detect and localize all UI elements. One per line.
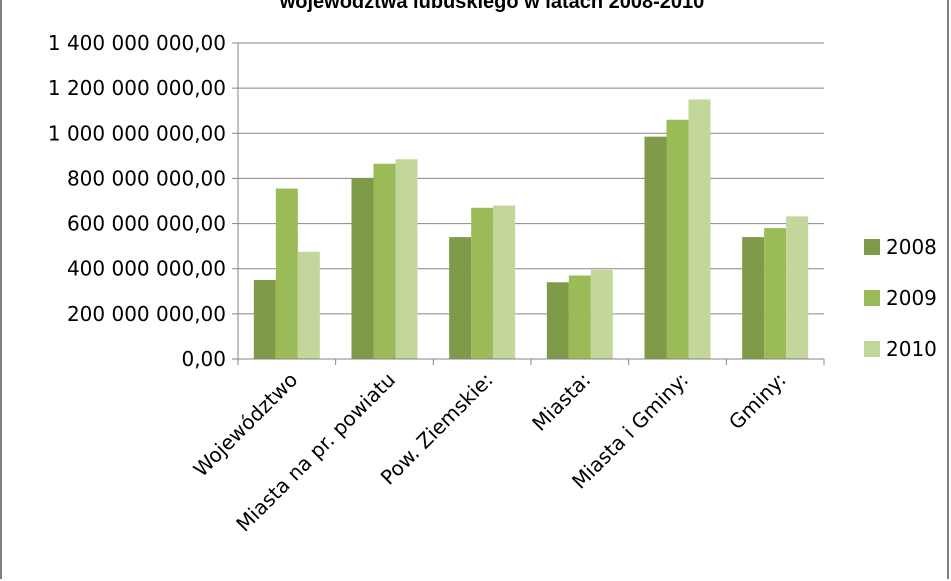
y-tick-label: 400 000 000,00	[67, 257, 226, 281]
bar-2009	[666, 119, 689, 359]
legend: 2008 2009 2010	[864, 235, 937, 361]
bar-2009	[373, 163, 396, 359]
legend-swatch	[864, 290, 880, 306]
bar-2009	[275, 188, 298, 359]
category-label: Gminy:	[724, 368, 791, 435]
legend-label: 2008	[886, 235, 937, 259]
axes	[237, 43, 825, 365]
bar-2010	[688, 99, 711, 359]
category-label: Miasta na pr. powiatu	[231, 368, 400, 537]
gridlines	[238, 42, 824, 315]
y-tick-label: 800 000 000,00	[67, 166, 226, 190]
category-label: Miasta:	[527, 368, 595, 436]
bar-2009	[471, 207, 494, 359]
bar-2010	[297, 251, 320, 359]
chart-title: województwa lubuskiego w latach 2008-201…	[279, 0, 705, 13]
y-tick-label: 200 000 000,00	[67, 302, 226, 326]
y-tick-label: 1 400 000 000,00	[48, 31, 226, 55]
bar-2008	[449, 237, 472, 359]
bar-2008	[253, 280, 276, 359]
bar-2010	[493, 205, 516, 359]
bars	[253, 99, 809, 359]
bar-2008	[351, 178, 374, 359]
y-tick-label: 1 200 000 000,00	[48, 76, 226, 100]
bar-2008	[742, 237, 765, 359]
bar-2010	[786, 216, 809, 359]
y-tick-label: 1 000 000 000,00	[48, 121, 226, 145]
legend-swatch	[864, 239, 880, 255]
legend-label: 2010	[886, 337, 937, 361]
bar-2010	[590, 269, 613, 359]
bar-2008	[546, 282, 569, 359]
y-tick-label: 600 000 000,00	[67, 212, 226, 236]
y-axis-ticks: 0,00 200 000 000,00 400 000 000,00 600 000 …	[48, 31, 238, 371]
bar-2009	[764, 228, 787, 359]
legend-swatch	[864, 341, 880, 357]
bar-2010	[395, 159, 418, 359]
bar-2008	[644, 136, 667, 359]
y-tick-label: 0,00	[181, 347, 226, 371]
bar-2009	[568, 275, 591, 359]
legend-label: 2009	[886, 286, 937, 310]
